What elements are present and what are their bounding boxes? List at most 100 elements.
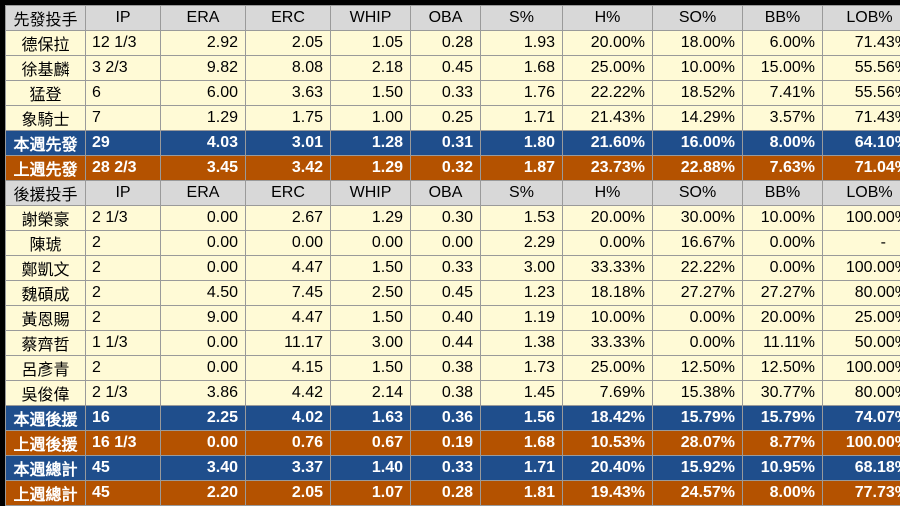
- stat-cell: 2.67: [246, 206, 331, 231]
- stat-cell: 68.18%: [823, 456, 900, 481]
- stat-cell: 1.53: [481, 206, 563, 231]
- column-header: OBA: [411, 181, 481, 206]
- stat-cell: 10.95%: [743, 456, 823, 481]
- column-header: ERC: [246, 181, 331, 206]
- stat-cell: 1.38: [481, 331, 563, 356]
- stat-cell: 1.81: [481, 481, 563, 506]
- stat-cell: 0.40: [411, 306, 481, 331]
- stat-cell: 12 1/3: [86, 31, 161, 56]
- stat-cell: 21.60%: [563, 131, 653, 156]
- column-header: IP: [86, 6, 161, 31]
- stat-cell: 10.00%: [563, 306, 653, 331]
- stat-cell: 1.07: [331, 481, 411, 506]
- stat-cell: 100.00%: [823, 356, 900, 381]
- column-header: SO%: [653, 6, 743, 31]
- stat-cell: 1.71: [481, 106, 563, 131]
- stat-cell: 0.33: [411, 456, 481, 481]
- column-header: H%: [563, 181, 653, 206]
- stat-cell: 1.00: [331, 106, 411, 131]
- stat-cell: 0.33: [411, 256, 481, 281]
- stat-cell: 3 2/3: [86, 56, 161, 81]
- stat-cell: 20.40%: [563, 456, 653, 481]
- stat-cell: 50.00%: [823, 331, 900, 356]
- stat-cell: 1.23: [481, 281, 563, 306]
- column-header: SO%: [653, 181, 743, 206]
- stat-cell: 0.45: [411, 281, 481, 306]
- stat-cell: 6: [86, 81, 161, 106]
- stat-cell: 18.18%: [563, 281, 653, 306]
- stat-cell: 1.80: [481, 131, 563, 156]
- stat-cell: 2.29: [481, 231, 563, 256]
- stat-cell: 1.29: [161, 106, 246, 131]
- pitcher-name: 呂彥青: [6, 356, 86, 381]
- stat-cell: 15.00%: [743, 56, 823, 81]
- column-header: BB%: [743, 181, 823, 206]
- stat-cell: -: [823, 231, 900, 256]
- pitcher-name: 德保拉: [6, 31, 86, 56]
- stat-cell: 28 2/3: [86, 156, 161, 181]
- stat-cell: 4.02: [246, 406, 331, 431]
- stat-cell: 6.00: [161, 81, 246, 106]
- pitcher-name: 徐基麟: [6, 56, 86, 81]
- stat-cell: 22.22%: [563, 81, 653, 106]
- stat-cell: 45: [86, 481, 161, 506]
- stat-cell: 55.56%: [823, 56, 900, 81]
- stat-cell: 55.56%: [823, 81, 900, 106]
- stat-cell: 27.27%: [743, 281, 823, 306]
- stat-cell: 0.30: [411, 206, 481, 231]
- stat-cell: 25.00%: [563, 56, 653, 81]
- total-label: 本週先發: [6, 131, 86, 156]
- stat-cell: 3.45: [161, 156, 246, 181]
- stat-cell: 0.00: [161, 256, 246, 281]
- stat-cell: 45: [86, 456, 161, 481]
- stat-cell: 0.38: [411, 381, 481, 406]
- stat-cell: 7.45: [246, 281, 331, 306]
- stat-cell: 16 1/3: [86, 431, 161, 456]
- stat-cell: 7: [86, 106, 161, 131]
- stat-cell: 2.05: [246, 31, 331, 56]
- stat-cell: 100.00%: [823, 256, 900, 281]
- stat-cell: 1.50: [331, 81, 411, 106]
- stat-cell: 0.67: [331, 431, 411, 456]
- pitcher-name: 蔡齊哲: [6, 331, 86, 356]
- stat-cell: 8.00%: [743, 481, 823, 506]
- stat-cell: 14.29%: [653, 106, 743, 131]
- column-header: H%: [563, 6, 653, 31]
- stat-cell: 3.00: [481, 256, 563, 281]
- stat-cell: 10.00%: [653, 56, 743, 81]
- column-header: OBA: [411, 6, 481, 31]
- stat-cell: 0.00%: [653, 331, 743, 356]
- stat-cell: 11.11%: [743, 331, 823, 356]
- stat-cell: 12.50%: [743, 356, 823, 381]
- total-label: 本週後援: [6, 406, 86, 431]
- stat-cell: 0.33: [411, 81, 481, 106]
- stat-cell: 1.29: [331, 156, 411, 181]
- stat-cell: 1.45: [481, 381, 563, 406]
- stat-cell: 0.00: [161, 206, 246, 231]
- stat-cell: 27.27%: [653, 281, 743, 306]
- stat-cell: 3.00: [331, 331, 411, 356]
- stat-cell: 4.47: [246, 256, 331, 281]
- stat-cell: 18.42%: [563, 406, 653, 431]
- stat-cell: 16.00%: [653, 131, 743, 156]
- stat-cell: 15.79%: [653, 406, 743, 431]
- stat-cell: 1.50: [331, 306, 411, 331]
- stat-cell: 1.63: [331, 406, 411, 431]
- stat-cell: 71.43%: [823, 106, 900, 131]
- stat-cell: 20.00%: [743, 306, 823, 331]
- stat-cell: 18.00%: [653, 31, 743, 56]
- stat-cell: 30.77%: [743, 381, 823, 406]
- stat-cell: 100.00%: [823, 206, 900, 231]
- stat-cell: 4.03: [161, 131, 246, 156]
- stat-cell: 22.22%: [653, 256, 743, 281]
